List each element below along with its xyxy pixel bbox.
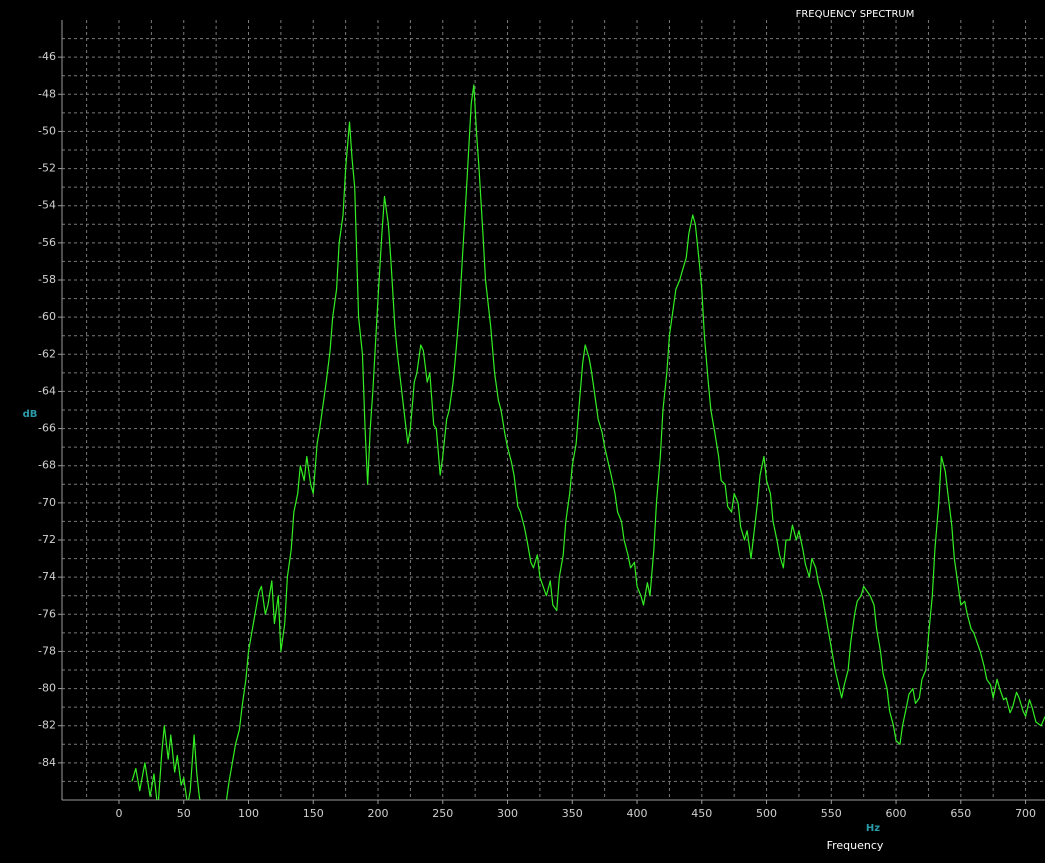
x-tick-label: 600 — [886, 807, 907, 820]
y-tick-label: -66 — [38, 422, 56, 435]
x-tick-label: 0 — [115, 807, 122, 820]
y-tick-label: -80 — [38, 682, 56, 695]
y-tick-label: -82 — [38, 719, 56, 732]
y-tick-label: -70 — [38, 496, 56, 509]
x-tick-label: 550 — [821, 807, 842, 820]
y-tick-label: -58 — [38, 273, 56, 286]
y-tick-label: -76 — [38, 607, 56, 620]
x-tick-label: 700 — [1015, 807, 1036, 820]
x-tick-label: 400 — [627, 807, 648, 820]
x-tick-label: 150 — [303, 807, 324, 820]
y-tick-label: -62 — [38, 347, 56, 360]
x-tick-label: 300 — [497, 807, 518, 820]
x-tick-label: 500 — [756, 807, 777, 820]
x-tick-label: 100 — [238, 807, 259, 820]
y-tick-label: -74 — [38, 570, 56, 583]
y-tick-label: -50 — [38, 124, 56, 137]
y-tick-label: -48 — [38, 87, 56, 100]
axes: -84 -82 -80 -78 -76 -74 -72 -70 -68 -66 -64 -62 -60 -… — [38, 20, 1045, 820]
x-axis-unit: Hz — [866, 823, 880, 834]
x-tick-label: 350 — [562, 807, 583, 820]
x-tick-label: 50 — [177, 807, 191, 820]
x-tick-label: 250 — [432, 807, 453, 820]
y-tick-label: -52 — [38, 162, 56, 175]
x-tick-label: 450 — [691, 807, 712, 820]
y-tick-label: -54 — [38, 199, 56, 212]
y-tick-label: -68 — [38, 459, 56, 472]
y-tick-label: -72 — [38, 533, 56, 546]
y-tick-label: -46 — [38, 50, 56, 63]
spectrum-line — [131, 84, 1045, 800]
chart-title: FREQUENCY SPECTRUM — [796, 9, 915, 20]
y-tick-label: -84 — [38, 756, 56, 769]
x-tick-label: 650 — [950, 807, 971, 820]
y-tick-label: -60 — [38, 310, 56, 323]
x-tick-label: 200 — [368, 807, 389, 820]
y-tick-label: -56 — [38, 236, 56, 249]
y-axis-label: dB — [23, 409, 38, 420]
x-axis-label: Frequency — [827, 839, 884, 852]
y-tick-label: -78 — [38, 644, 56, 657]
grid — [62, 20, 1045, 800]
y-tick-label: -64 — [38, 384, 56, 397]
plot-area — [131, 84, 1045, 800]
